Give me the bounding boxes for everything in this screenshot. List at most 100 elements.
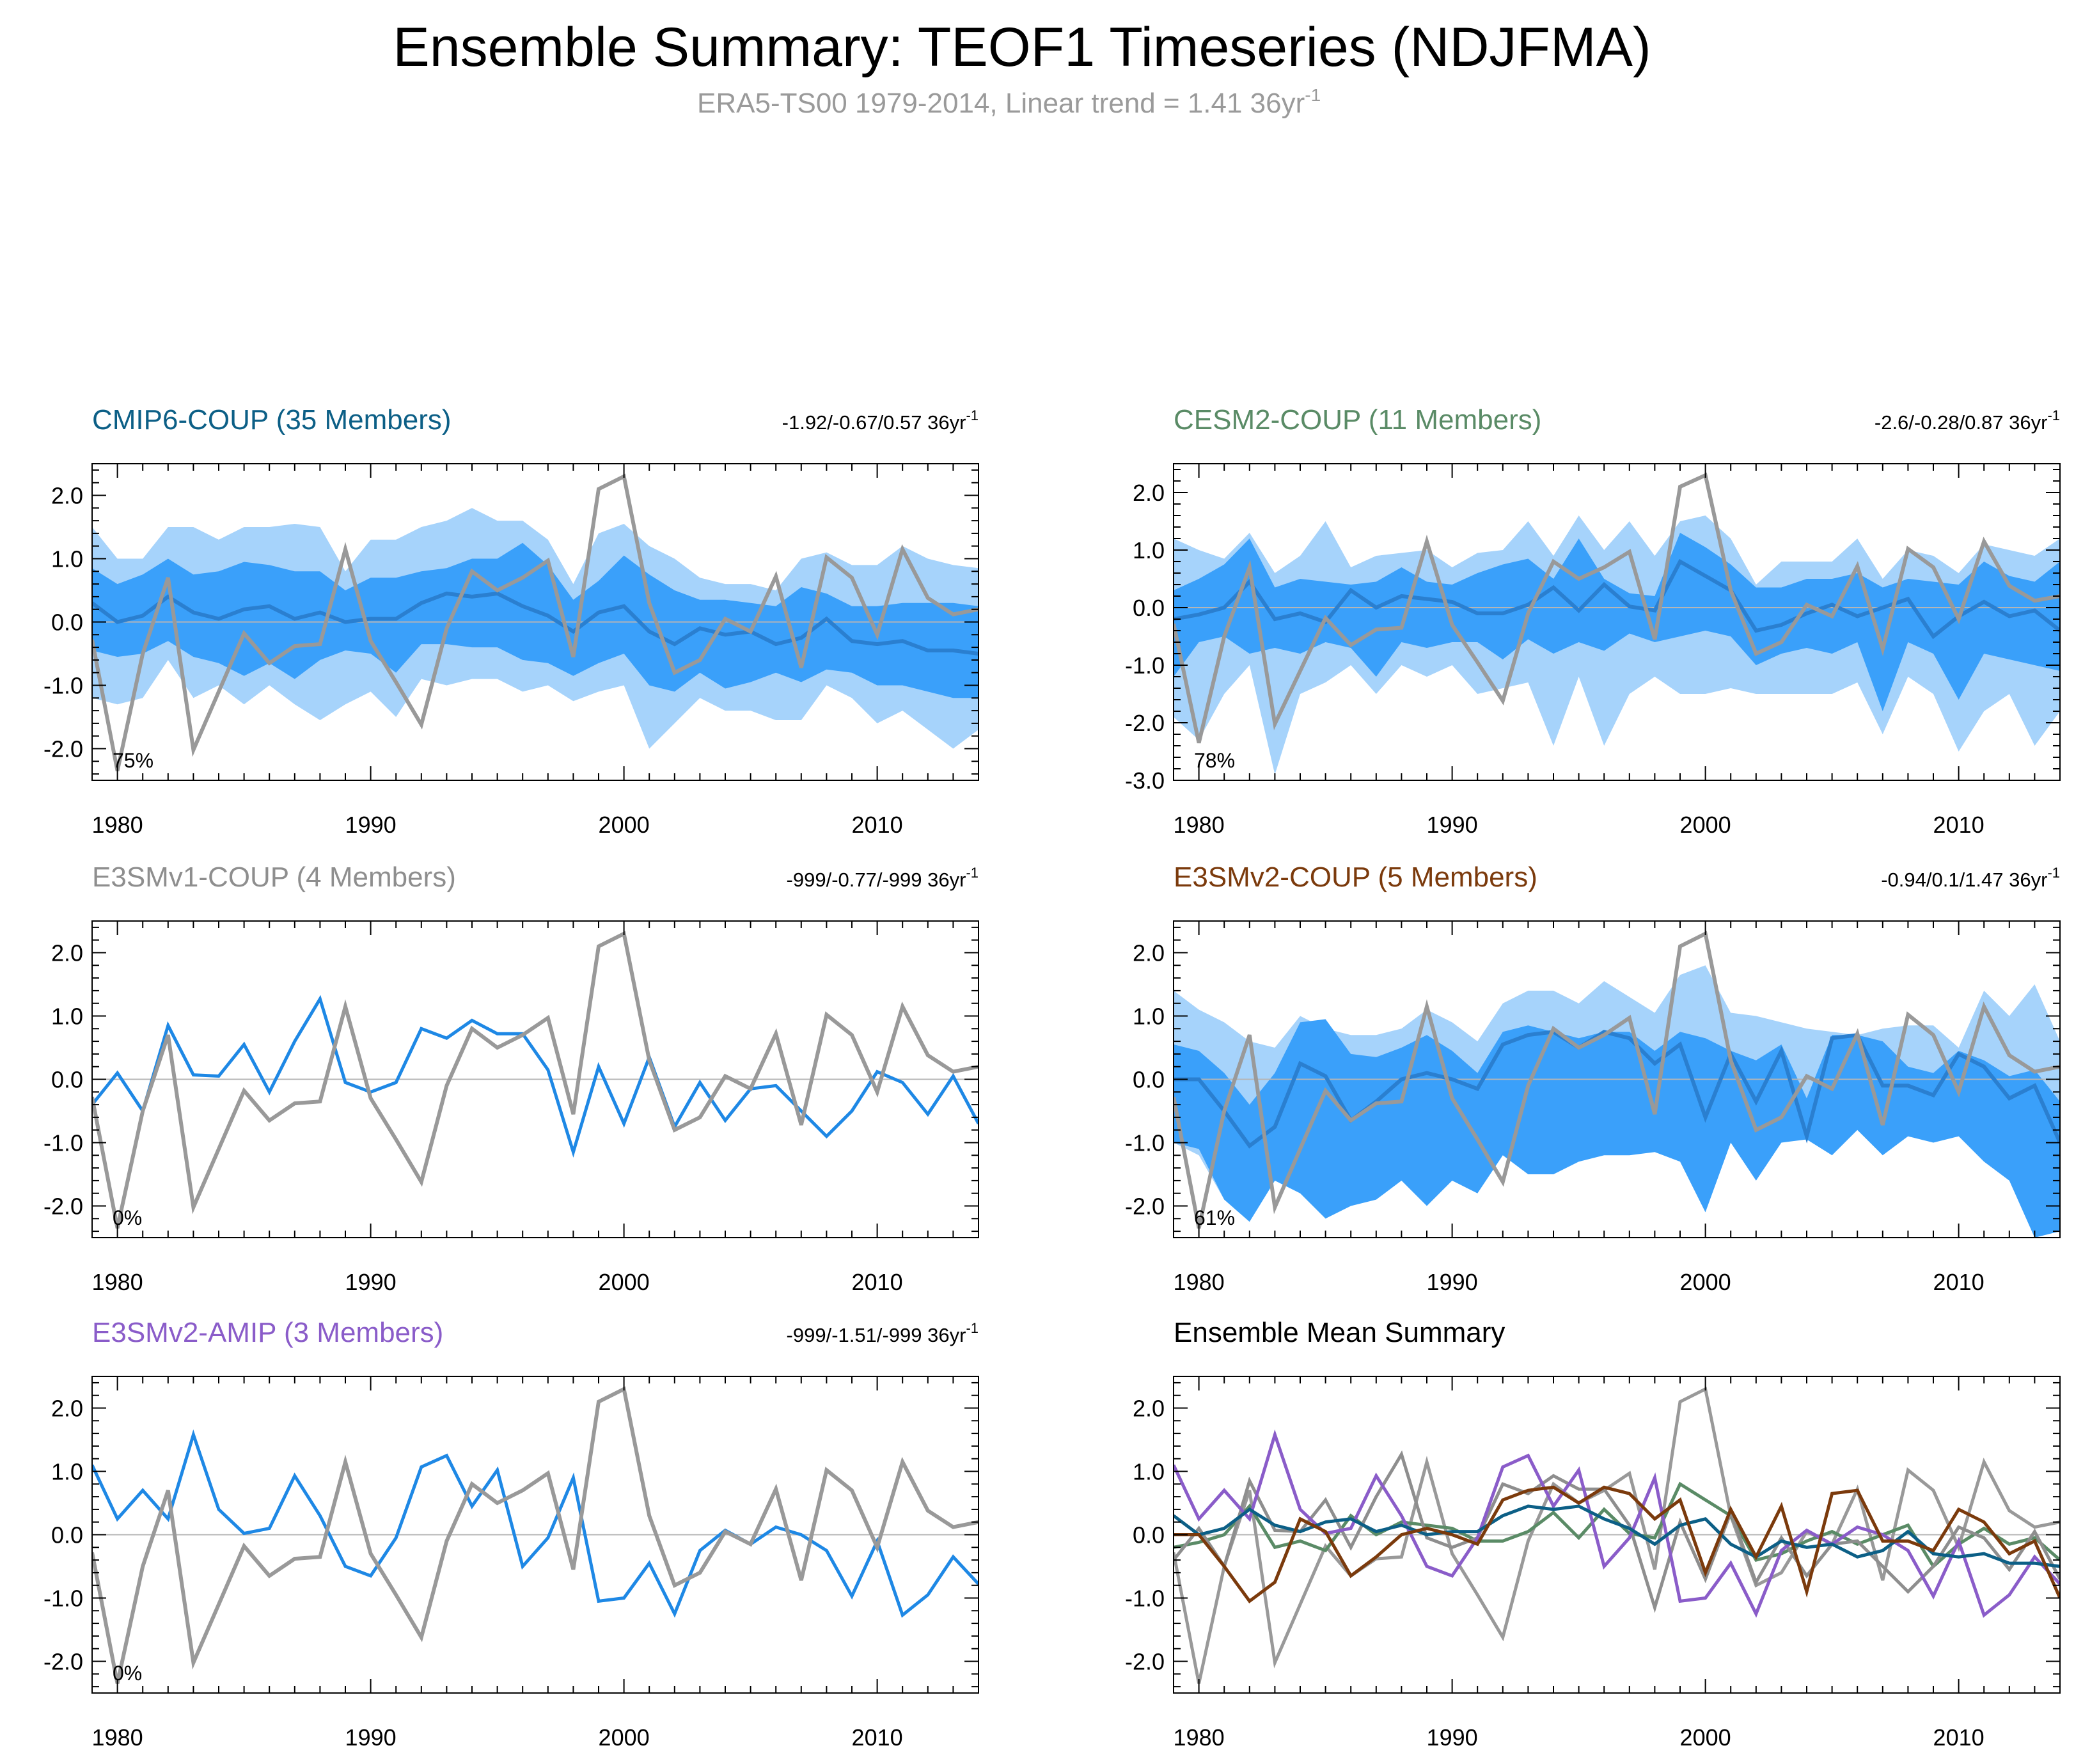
observed-line: [92, 473, 979, 771]
y-tick-label: 0.0: [51, 1067, 83, 1093]
ensemble-mean-line: [92, 591, 979, 656]
x-tick-label: 2010: [852, 1724, 903, 1751]
member-line: [92, 995, 979, 1158]
y-tick-label: 1.0: [1133, 1004, 1165, 1030]
percent-label: 61%: [1194, 1206, 1235, 1229]
panel-title: E3SMv2-COUP (5 Members): [1174, 862, 1537, 893]
trend-label: -999/-0.77/-999 36yr-1: [787, 865, 979, 891]
x-tick-label: 1980: [1174, 1724, 1225, 1751]
y-tick-label: 0.0: [1133, 1522, 1165, 1548]
plot-area: [1174, 931, 2060, 1238]
band-inner: [1174, 533, 2060, 711]
y-tick-label: 1.0: [1133, 1459, 1165, 1485]
trend-label: -0.94/0.1/1.47 36yr-1: [1881, 865, 2060, 891]
observed-line: [92, 931, 979, 1229]
figure-subtitle-sup: -1: [1305, 85, 1321, 105]
panel-title: E3SMv1-COUP (4 Members): [92, 862, 456, 893]
y-tick-label: -1.0: [43, 1130, 83, 1156]
y-tick-label: 1.0: [51, 546, 83, 572]
plot-frame: [1173, 463, 2061, 781]
plot-area: [92, 473, 979, 771]
percent-label: 0%: [113, 1206, 142, 1229]
x-tick-label: 1980: [1174, 1269, 1225, 1295]
trend-label-text: -999/-1.51/-999 36yr: [787, 1324, 966, 1346]
trend-label-sup: -1: [2047, 407, 2060, 423]
trend-label: -999/-1.51/-999 36yr-1: [787, 1320, 979, 1346]
x-tick-label: 2000: [1680, 1269, 1731, 1295]
y-tick-label: -2.0: [43, 1193, 83, 1220]
y-tick-label: -2.0: [43, 736, 83, 762]
y-tick-label: -1.0: [1125, 652, 1165, 679]
x-tick-label: 2010: [1933, 812, 1985, 838]
x-tick-label: 2010: [1933, 1269, 1985, 1295]
y-tick-label: -1.0: [1125, 1586, 1165, 1612]
observed-line: [1174, 931, 2060, 1229]
x-tick-label: 2000: [599, 1269, 650, 1295]
x-tick-label: 1980: [92, 1724, 143, 1751]
x-tick-label: 1990: [1427, 812, 1478, 838]
plot-area: [92, 1386, 979, 1684]
x-tick-label: 2000: [1680, 812, 1731, 838]
y-tick-label: 2.0: [51, 1396, 83, 1422]
trend-label-text: -0.94/0.1/1.47 36yr: [1881, 869, 2047, 891]
plot-area: [1174, 1387, 2060, 1684]
trend-label-text: -1.92/-0.67/0.57 36yr: [782, 411, 966, 434]
series-line-e3smv2coup: [1174, 1485, 2060, 1603]
series-line-observed: [1174, 1387, 2060, 1684]
plot-area: [92, 931, 979, 1229]
x-tick-label: 1990: [1427, 1269, 1478, 1295]
trend-label-sup: -1: [966, 407, 979, 423]
y-tick-label: 0.0: [1133, 1067, 1165, 1093]
y-tick-label: 0.0: [51, 610, 83, 636]
x-tick-label: 2000: [599, 812, 650, 838]
series-line-e3smv1: [1174, 1450, 2060, 1613]
y-tick-label: 2.0: [51, 940, 83, 966]
panel-title: CMIP6-COUP (35 Members): [92, 404, 452, 436]
y-tick-label: -2.0: [1125, 710, 1165, 736]
plot-area: [1174, 472, 2060, 775]
x-tick-label: 1980: [92, 812, 143, 838]
panel-cmip6-coup: CMIP6-COUP (35 Members) -1.92/-0.67/0.57 …: [43, 404, 979, 838]
trend-label-text: -2.6/-0.28/0.87 36yr: [1875, 411, 2048, 434]
x-tick-label: 2010: [852, 1269, 903, 1295]
figure-subtitle-text: ERA5-TS00 1979-2014, Linear trend = 1.41…: [697, 88, 1305, 119]
y-tick-label: -3.0: [1125, 768, 1165, 794]
y-tick-label: -2.0: [1125, 1193, 1165, 1220]
percent-label: 75%: [113, 749, 153, 772]
member-line: [92, 1429, 979, 1618]
panel-cesm2-coup: CESM2-COUP (11 Members) -2.6/-0.28/0.87 3…: [1125, 404, 2061, 838]
x-tick-label: 1990: [345, 1269, 397, 1295]
y-tick-label: 1.0: [51, 1459, 83, 1485]
x-tick-label: 1990: [345, 1724, 397, 1751]
figure-title: Ensemble Summary: TEOF1 Timeseries (NDJF…: [393, 17, 1651, 78]
series-line-cmip6: [1174, 1504, 2060, 1568]
series-line-cesm2: [1174, 1481, 2060, 1569]
y-tick-label: 1.0: [1133, 537, 1165, 563]
y-tick-label: 2.0: [1133, 940, 1165, 966]
panel-e3smv2-coup: E3SMv2-COUP (5 Members) -0.94/0.1/1.47 36…: [1125, 862, 2061, 1295]
y-tick-label: 0.0: [51, 1522, 83, 1548]
panel-ensemble-mean-summary: Ensemble Mean Summary -2.0 -1.0 0.0 1.0 2.0 19…: [1125, 1317, 2061, 1751]
trend-label-sup: -1: [966, 865, 979, 881]
trend-label-text: -999/-0.77/-999 36yr: [787, 869, 966, 891]
x-tick-label: 2010: [1933, 1724, 1985, 1751]
x-tick-label: 2000: [599, 1724, 650, 1751]
panel-e3smv2-amip: E3SMv2-AMIP (3 Members) -999/-1.51/-999 3…: [43, 1317, 979, 1751]
x-tick-label: 1990: [345, 812, 397, 838]
x-tick-label: 2000: [1680, 1724, 1731, 1751]
panel-title: CESM2-COUP (11 Members): [1174, 404, 1541, 436]
panel-e3smv1-coup: E3SMv1-COUP (4 Members) -999/-0.77/-999 3…: [43, 862, 979, 1295]
y-tick-label: -1.0: [43, 673, 83, 699]
y-tick-label: 2.0: [51, 483, 83, 509]
x-tick-label: 2010: [852, 812, 903, 838]
trend-label-sup: -1: [2047, 865, 2060, 881]
y-tick-label: -1.0: [43, 1586, 83, 1612]
figure-subtitle: ERA5-TS00 1979-2014, Linear trend = 1.41…: [697, 85, 1321, 119]
ensemble-mean-line: [1174, 558, 2060, 640]
y-tick-label: 0.0: [1133, 595, 1165, 621]
y-tick-label: -2.0: [43, 1649, 83, 1675]
y-tick-label: -2.0: [1125, 1649, 1165, 1675]
trend-label-sup: -1: [966, 1320, 979, 1336]
trend-label: -2.6/-0.28/0.87 36yr-1: [1875, 407, 2060, 434]
